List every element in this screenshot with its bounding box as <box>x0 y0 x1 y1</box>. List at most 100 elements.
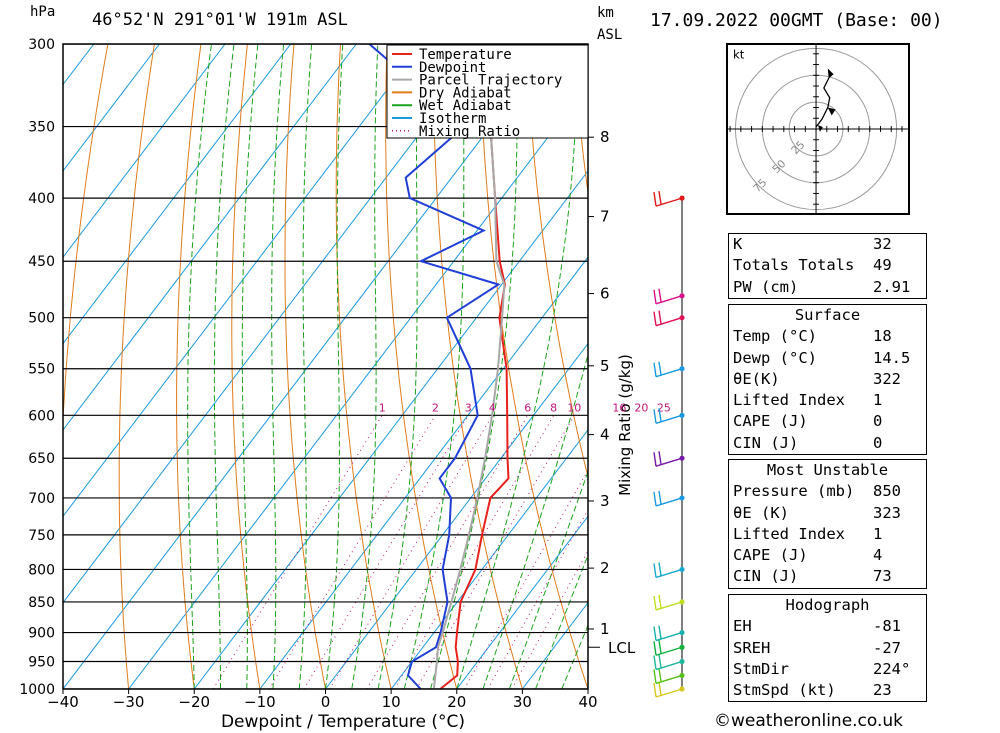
hodograph-ring-label: 25 <box>789 138 808 157</box>
wind-barb <box>653 408 685 425</box>
wet-adiabat-line <box>241 44 259 689</box>
pressure-tick-label: 550 <box>28 362 55 378</box>
unstable-row: CIN (J) 73 <box>733 567 892 586</box>
pressure-tick-label: 400 <box>28 191 55 207</box>
hodograph-unit-label: kt <box>733 48 745 62</box>
wind-barb <box>653 191 685 207</box>
mixing-ratio-value-label: 3 <box>465 401 472 414</box>
wet-adiabat-line <box>298 44 313 689</box>
plot-frame <box>62 43 589 690</box>
index-totals-row: Totals Totals 49 <box>733 256 892 275</box>
isotherm-line <box>63 44 160 172</box>
parcel-trajectory-profile-line <box>432 44 506 689</box>
temperature-tick-label: −30 <box>113 693 145 711</box>
wet-adiabat-line <box>187 44 212 689</box>
temperature-tick-label: 0 <box>321 693 331 711</box>
mixing-ratio-value-label: 25 <box>657 401 671 414</box>
isotherm-line <box>456 515 588 689</box>
isotherm-line <box>325 342 588 689</box>
dry-adiabat-line <box>63 44 109 689</box>
km-tick-label: 5 <box>600 357 610 375</box>
surface-row: Lifted Index 1 <box>733 391 883 410</box>
pressure-tick-label: 350 <box>28 120 55 136</box>
lcl-label: LCL <box>608 639 636 657</box>
mixing-ratio-line <box>394 415 555 689</box>
mixing-ratio-line <box>415 415 575 689</box>
hodograph-top-marker <box>827 68 834 79</box>
km-tick-label: 3 <box>600 492 610 510</box>
pressure-tick-label: 500 <box>28 311 55 327</box>
temperature-tick-label: −20 <box>178 693 210 711</box>
temperature-profile-line <box>439 44 510 689</box>
index-k-row: K 32 <box>733 235 892 253</box>
sounding-datetime: 17.09.2022 00GMT (Base: 00) <box>650 10 943 31</box>
isotherm-line <box>63 44 357 431</box>
mixing-ratio-value-label: 6 <box>524 401 531 414</box>
hodo-row: StmSpd (kt) 23 <box>733 681 892 700</box>
unstable-row: Lifted Index 1 <box>733 524 883 543</box>
isotherm-line <box>0 44 28 689</box>
surface-table: Surface Temp (°C) 18 Dewp (°C) 14.5 θE(K) 3… <box>728 304 927 456</box>
temperature-tick-label: 40 <box>578 693 597 711</box>
km-tick-label: 1 <box>600 620 610 638</box>
pressure-tick-label: 950 <box>28 655 55 671</box>
dry-adiabat-line <box>713 44 720 689</box>
wet-adiabat-line <box>325 44 344 689</box>
pressure-tick-label: 900 <box>28 626 55 642</box>
weatheronline-credit[interactable]: ©weatheronline.co.uk <box>714 711 904 731</box>
temperature-tick-label: −40 <box>47 693 79 711</box>
isotherm-line <box>390 429 588 689</box>
hodo-row: StmDir 224° <box>733 659 911 678</box>
mixing-ratio-value-label: 16 <box>612 401 626 414</box>
mixing-ratio-axis-label: Mixing Ratio (g/kg) <box>616 354 634 496</box>
dry-adiabat-line <box>176 44 202 689</box>
wind-barb <box>653 490 685 507</box>
station-location: 46°52'N 291°01'W 191m ASL <box>92 10 348 30</box>
legend-label: Dry Adiabat <box>419 85 512 101</box>
wind-barb <box>653 594 685 611</box>
dry-adiabat-line <box>231 44 261 689</box>
wind-barb <box>653 310 685 327</box>
dry-adiabat-line <box>572 44 588 197</box>
unstable-row: CAPE (J) 4 <box>733 546 883 565</box>
legend-label: Dewpoint <box>419 60 486 76</box>
wet-adiabat-line <box>377 44 419 689</box>
legend-label: Parcel Trajectory <box>419 73 562 89</box>
temperature-tick-label: −10 <box>244 693 276 711</box>
wet-adiabat-line <box>561 624 588 689</box>
km-tick-label: 4 <box>600 426 610 444</box>
unstable-row: Pressure (mb) 850 <box>733 482 901 501</box>
wind-barb <box>653 288 685 305</box>
dry-adiabat-line <box>335 44 392 689</box>
temperature-tick-label: 30 <box>513 693 532 711</box>
surface-row: Temp (°C) 18 <box>733 327 892 346</box>
surface-row: CAPE (J) 0 <box>733 412 883 431</box>
pressure-tick-label: 300 <box>28 37 55 53</box>
wet-adiabat-line <box>271 44 285 689</box>
unstable-row: θE (K) 323 <box>733 503 901 522</box>
mixing-ratio-value-label: 20 <box>634 401 648 414</box>
isotherm-line <box>63 44 226 259</box>
x-axis-label: Dewpoint / Temperature (°C) <box>221 712 465 732</box>
mixing-ratio-value-label: 8 <box>550 401 557 414</box>
wind-barb <box>653 681 685 698</box>
pressure-tick-label: 750 <box>28 528 55 544</box>
isotherm-line <box>259 256 588 689</box>
wind-barb <box>653 654 685 671</box>
skewt-chart: 3003504004505005506006507007508008509009… <box>0 37 720 732</box>
km-tick-label: 6 <box>600 285 610 303</box>
wind-barb <box>653 451 685 467</box>
pressure-unit-label: hPa <box>30 4 56 20</box>
pressure-tick-label: 1000 <box>19 682 55 698</box>
hodograph-table-title: Hodograph <box>785 596 870 614</box>
isotherm-line <box>63 44 554 689</box>
pressure-tick-label: 850 <box>28 595 55 611</box>
surface-row: Dewp (°C) 14.5 <box>733 348 911 367</box>
dry-adiabat-line <box>284 44 326 689</box>
indices-table: K 32 Totals Totals 49 PW (cm) 2.91 <box>728 233 927 299</box>
mixing-ratio-value-label: 4 <box>489 401 496 414</box>
dry-adiabat-line <box>666 44 720 689</box>
temperature-tick-label: 20 <box>447 693 466 711</box>
